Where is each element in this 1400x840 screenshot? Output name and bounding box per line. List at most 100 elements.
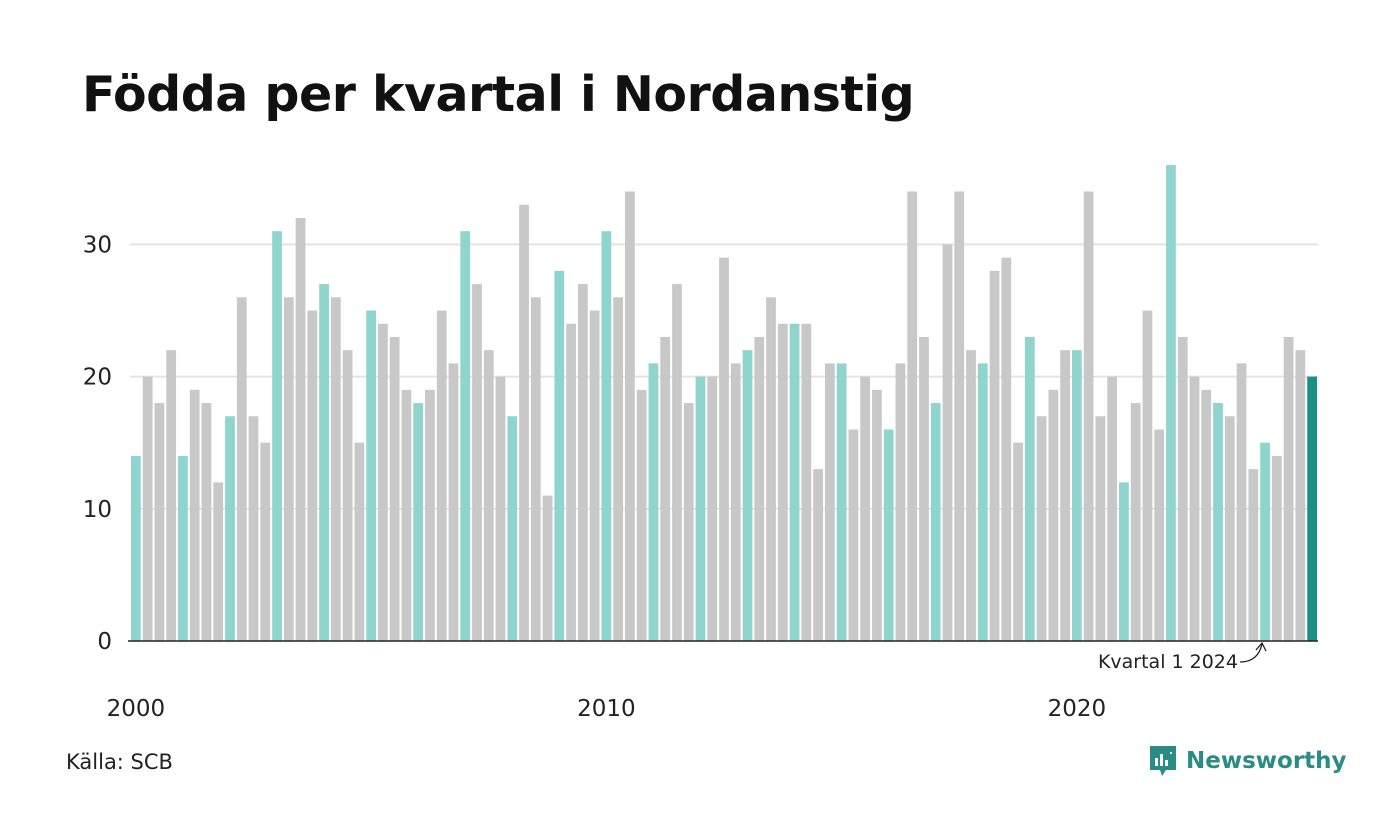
source-note: Källa: SCB: [66, 750, 173, 774]
bar: [754, 336, 765, 641]
bar: [542, 495, 553, 641]
bar: [330, 297, 341, 641]
bar: [848, 429, 859, 641]
bar: [366, 310, 377, 641]
bar: [460, 231, 471, 641]
bar: [860, 376, 871, 641]
annotation-arrow: [1239, 643, 1263, 663]
y-tick-label: 10: [83, 497, 112, 523]
bar: [1107, 376, 1118, 641]
bar: [236, 297, 247, 641]
bar: [672, 284, 682, 641]
bar: [1130, 403, 1141, 641]
bar: [824, 363, 835, 641]
axes: 0 10 20 30 2000 2010 2020: [83, 232, 1318, 722]
bar: [954, 191, 965, 641]
chart-title: Födda per kvartal i Nordanstig: [82, 66, 915, 123]
bar: [248, 416, 259, 641]
bar: [1260, 442, 1270, 641]
bar: [836, 363, 847, 641]
bar: [589, 310, 600, 641]
bar: [813, 469, 823, 641]
bar: [1119, 482, 1129, 641]
bar: [401, 389, 412, 641]
bar: [1236, 363, 1247, 641]
bar: [872, 389, 882, 641]
bar: [601, 231, 612, 641]
bar: [683, 403, 694, 641]
bar: [789, 323, 800, 641]
bar: [201, 403, 212, 641]
bar: [907, 191, 918, 641]
bar: [1307, 376, 1317, 641]
bar: [507, 416, 518, 641]
bar: [1013, 442, 1023, 641]
bar: [648, 363, 659, 641]
bar: [730, 363, 741, 641]
bar: [319, 284, 329, 641]
bar: [883, 429, 894, 641]
bar: [1024, 336, 1035, 641]
y-tick-label: 20: [83, 365, 112, 391]
bar: [1271, 455, 1282, 641]
bar: [1142, 310, 1153, 641]
bar: [1248, 469, 1259, 641]
bar: [966, 350, 976, 641]
bar: [1201, 389, 1212, 641]
bar: [695, 376, 706, 641]
newsworthy-logo-icon: [1150, 746, 1176, 776]
bar: [625, 191, 635, 641]
bar: [566, 323, 576, 641]
bar: [895, 363, 906, 641]
bar: [942, 244, 953, 641]
bar: [178, 455, 188, 641]
x-tick-label: 2020: [1048, 696, 1107, 722]
bar: [977, 363, 988, 641]
bar: [189, 389, 200, 641]
bar: [448, 363, 459, 641]
bar: [1189, 376, 1200, 641]
bar: [131, 455, 141, 641]
annotation-arrowhead: [1255, 641, 1267, 652]
bar: [1154, 429, 1165, 641]
bar: [930, 403, 941, 641]
annotation-label: Kvartal 1 2024: [1098, 651, 1238, 673]
bar: [436, 310, 447, 641]
brand-logo[interactable]: Newsworthy: [1148, 744, 1347, 778]
bar: [577, 284, 588, 641]
bar: [1001, 257, 1012, 641]
bar: [707, 376, 718, 641]
bar: [1083, 191, 1094, 641]
bar: [1048, 389, 1059, 641]
bar: [1166, 165, 1176, 641]
brand-name: Newsworthy: [1186, 748, 1347, 774]
y-tick-label: 0: [97, 629, 112, 655]
bar: [777, 323, 788, 641]
bar: [1177, 336, 1188, 641]
x-tick-label: 2000: [107, 696, 166, 722]
x-tick-label: 2010: [577, 696, 636, 722]
annotation: Kvartal 1 2024: [1098, 641, 1267, 673]
bar: [1095, 416, 1106, 641]
bar: [766, 297, 776, 641]
bar: [166, 350, 177, 641]
bar: [530, 297, 541, 641]
bar: [1213, 403, 1223, 641]
bars: [131, 165, 1317, 642]
bar: [1224, 416, 1235, 641]
bar: [1283, 336, 1294, 641]
bar: [636, 389, 647, 641]
bar: [260, 442, 271, 641]
bar: [483, 350, 494, 641]
bar: [342, 350, 353, 641]
bar: [495, 376, 506, 641]
bar: [307, 310, 318, 641]
bar: [272, 231, 282, 641]
bar: [413, 403, 424, 641]
bar: [989, 270, 1000, 641]
bar: [1295, 350, 1306, 641]
bar: [613, 297, 624, 641]
bar: [1036, 416, 1047, 641]
bar: [801, 323, 812, 641]
